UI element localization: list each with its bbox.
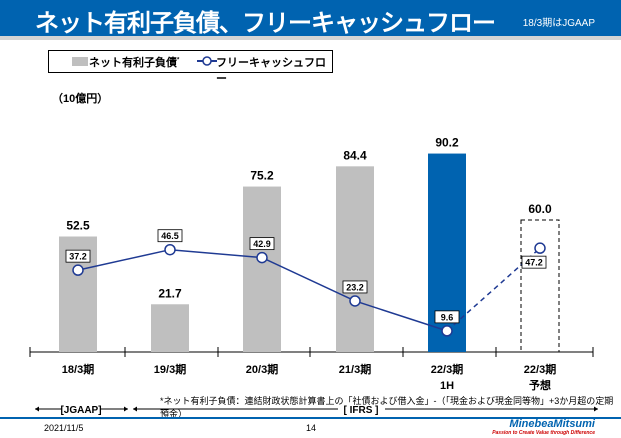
arrowhead xyxy=(133,406,137,412)
x-tick-label: 19/3期 xyxy=(154,362,186,376)
x-tick-sublabel: 1H xyxy=(440,380,454,392)
ifrs-label: [ IFRS ] xyxy=(344,405,379,416)
legend-swatch-bar xyxy=(72,57,88,66)
footer-date: 2021/11/5 xyxy=(44,423,84,433)
bar-label: 60.0 xyxy=(528,202,552,216)
x-tick-label: 18/3期 xyxy=(62,362,94,376)
fcf-point xyxy=(349,295,361,307)
fcf-label-box xyxy=(434,310,460,324)
fcf-label: 23.2 xyxy=(346,282,364,292)
bar xyxy=(243,186,281,352)
fcf-point xyxy=(256,251,268,264)
x-tick-label: 20/3期 xyxy=(246,362,278,376)
fcf-point xyxy=(72,264,84,276)
footer-line xyxy=(0,417,621,419)
bar-label: 90.2 xyxy=(435,136,459,150)
company-logo: MinebeaMitsumi Passion to Create Value th… xyxy=(492,418,595,436)
legend-label-line: フリーキャッシュフロー xyxy=(216,57,326,85)
bar-label: 75.2 xyxy=(250,169,274,183)
fcf-label: 47.2 xyxy=(525,258,543,268)
page-title: ネット有利子負債、フリーキャッシュフロー xyxy=(35,10,496,37)
legend-label-bar: ネット有利子負債* xyxy=(89,57,180,69)
fcf-label: 46.5 xyxy=(161,231,179,241)
bar xyxy=(336,166,374,352)
legend: ネット有利子負債* フリーキャッシュフロー xyxy=(48,50,333,85)
fcf-label-box xyxy=(521,255,547,269)
header: ネット有利子負債、フリーキャッシュフロー 18/3期はJGAAP xyxy=(0,0,621,37)
bar-label: 21.7 xyxy=(158,286,182,300)
arrowhead xyxy=(124,406,128,412)
bar-label: 52.5 xyxy=(66,219,90,233)
footnote: *ネット有利子負債：連結財政状態計算書上の「社債および借入金」-（「現金および現… xyxy=(160,396,614,419)
header-note: 18/3期はJGAAP xyxy=(522,18,595,29)
fcf-label-box xyxy=(65,249,91,263)
bar xyxy=(151,304,189,352)
x-tick-sublabel: 予想 xyxy=(529,378,551,392)
fcf-label-box xyxy=(342,280,368,294)
x-tick-label: 22/3期 xyxy=(431,362,463,376)
fcf-label: 9.6 xyxy=(441,312,454,322)
unit-label: （10億円） xyxy=(52,93,109,105)
arrowhead xyxy=(594,406,598,412)
fcf-point xyxy=(534,242,546,254)
fcf-label-box xyxy=(157,229,183,243)
fcf-label-box xyxy=(249,237,275,251)
fcf-label: 37.2 xyxy=(69,252,87,262)
legend-swatch-line xyxy=(197,56,217,66)
fcf-point xyxy=(441,325,453,337)
page-number: 14 xyxy=(306,423,317,433)
x-tick-label: 21/3期 xyxy=(339,362,371,376)
arrowhead xyxy=(35,406,39,412)
bar-label: 84.4 xyxy=(343,148,367,162)
jgaap-label: [JGAAP] xyxy=(60,405,101,416)
x-tick-label: 22/3期 xyxy=(524,362,556,376)
bar-forecast xyxy=(520,219,560,353)
fcf-label: 42.9 xyxy=(253,239,271,249)
header-divider xyxy=(0,36,621,40)
fcf-point xyxy=(164,243,176,256)
